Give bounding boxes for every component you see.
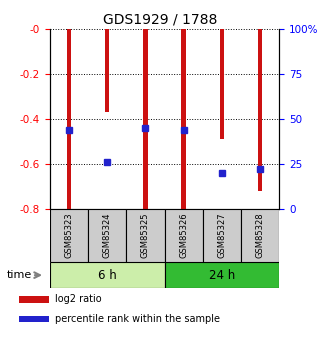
Bar <box>143 29 148 213</box>
Bar <box>164 209 203 262</box>
Bar <box>258 29 263 191</box>
Bar <box>181 29 186 213</box>
Text: GSM85324: GSM85324 <box>103 213 112 258</box>
Bar <box>126 209 164 262</box>
Text: log2 ratio: log2 ratio <box>55 294 101 304</box>
Bar <box>19 296 49 303</box>
Bar <box>220 29 224 139</box>
Bar <box>19 316 49 323</box>
Text: GSM85328: GSM85328 <box>256 213 265 258</box>
Text: GSM85327: GSM85327 <box>217 213 226 258</box>
Text: GSM85325: GSM85325 <box>141 213 150 258</box>
Text: GSM85326: GSM85326 <box>179 213 188 258</box>
Text: GSM85323: GSM85323 <box>65 213 74 258</box>
Bar <box>241 209 279 262</box>
Text: GDS1929 / 1788: GDS1929 / 1788 <box>103 12 218 26</box>
Bar <box>50 262 164 288</box>
Bar <box>164 262 279 288</box>
Bar <box>66 29 71 213</box>
Bar <box>105 29 109 112</box>
Bar <box>50 209 88 262</box>
Text: 24 h: 24 h <box>209 269 235 282</box>
Text: 6 h: 6 h <box>98 269 117 282</box>
Bar <box>203 209 241 262</box>
Text: percentile rank within the sample: percentile rank within the sample <box>55 314 220 324</box>
Text: time: time <box>6 270 32 280</box>
Bar <box>88 209 126 262</box>
